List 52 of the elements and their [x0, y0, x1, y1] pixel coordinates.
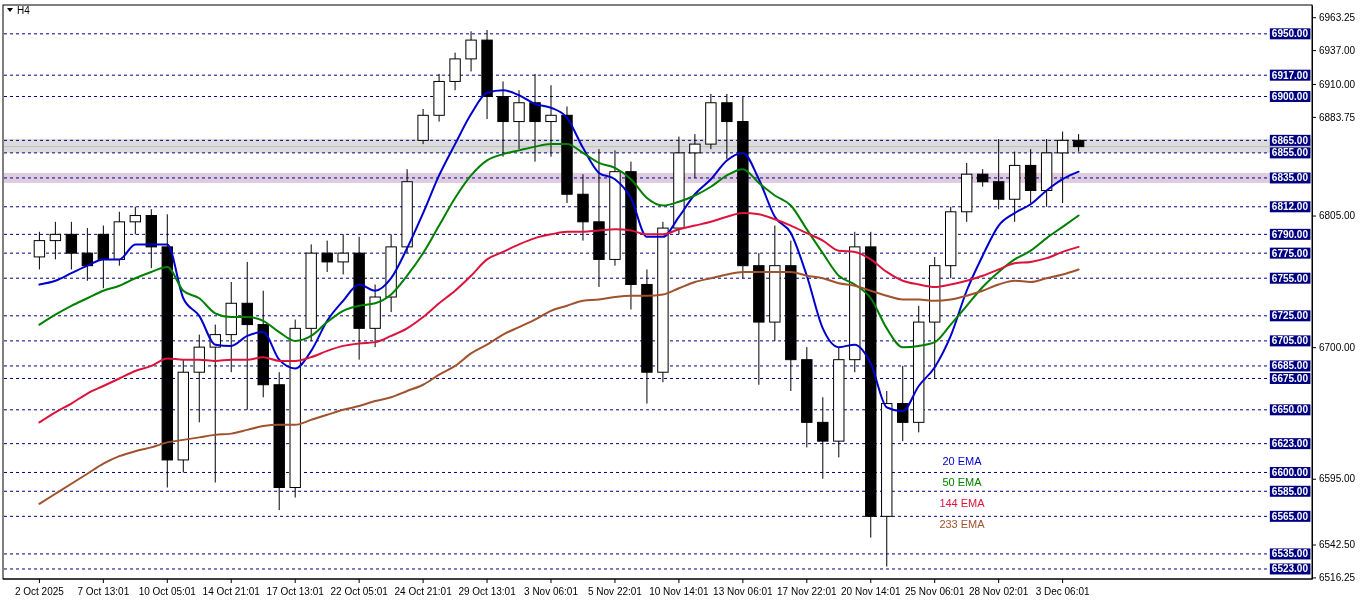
- x-tick-label: 17 Nov 22:01: [777, 586, 837, 597]
- x-tick-label: 14 Oct 21:01: [202, 586, 261, 597]
- x-tick-label: 24 Oct 21:01: [394, 586, 453, 597]
- ref-line-label: 6675.00: [1271, 372, 1309, 384]
- text: 50 EMA: [942, 476, 983, 488]
- ref-line-label: 6523.00: [1271, 563, 1309, 575]
- x-tick-label: 3 Nov 06:01: [524, 586, 579, 597]
- x-tick-label: 28 Nov 02:01: [968, 586, 1029, 597]
- x-tick-label: 29 Oct 13:01: [458, 586, 517, 597]
- y-tick-label: 6963.25: [1319, 11, 1356, 23]
- y-tick-label: 6805.00: [1319, 210, 1356, 222]
- x-tick-label: 7 Oct 13:01: [77, 586, 130, 597]
- y-tick-label: 6542.50: [1319, 539, 1356, 551]
- text: 20 EMA: [942, 455, 983, 467]
- ref-line-label: 6623.00: [1271, 438, 1309, 450]
- x-tick-label: 25 Nov 06:01: [904, 586, 965, 597]
- ref-line-label: 6600.00: [1271, 466, 1309, 478]
- ref-line-label: 6565.00: [1271, 510, 1309, 522]
- y-tick-label: 6595.00: [1319, 473, 1356, 485]
- ref-line-label: 6900.00: [1271, 90, 1309, 102]
- chart-title: H4: [17, 5, 31, 16]
- ref-line-label: 6725.00: [1271, 310, 1309, 322]
- ref-line-label: 6650.00: [1271, 404, 1309, 416]
- x-tick-label: 22 Oct 05:01: [330, 586, 389, 597]
- ref-line-label: 6950.00: [1271, 28, 1309, 40]
- x-tick-label: 5 Nov 22:01: [587, 586, 643, 597]
- ref-line-label: 6685.00: [1271, 360, 1309, 372]
- text: 233 EMA: [939, 518, 986, 530]
- x-tick-label: 10 Oct 05:01: [138, 586, 197, 597]
- ref-line-label: 6775.00: [1271, 247, 1309, 259]
- ref-line-label: 6917.00: [1271, 69, 1309, 81]
- ref-line-label: 6855.00: [1271, 147, 1309, 159]
- x-tick-label: 20 Nov 14:01: [841, 586, 901, 597]
- ref-line-label: 6755.00: [1271, 272, 1309, 284]
- x-tick-label: 17 Oct 13:01: [266, 586, 325, 597]
- x-tick-label: 13 Nov 06:01: [713, 586, 774, 597]
- x-tick-label: 3 Dec 06:01: [1035, 586, 1091, 597]
- x-tick-label: 10 Nov 14:01: [649, 586, 710, 597]
- y-tick-label: 6516.25: [1319, 572, 1356, 584]
- y-tick-label: 6910.00: [1319, 78, 1356, 90]
- y-tick-label: 6883.75: [1319, 111, 1356, 123]
- ref-line-label: 6790.00: [1271, 228, 1309, 240]
- x-tick-label: 2 Oct 2025: [14, 586, 65, 597]
- ref-line-label: 6535.00: [1271, 548, 1309, 560]
- y-tick-label: 6700.00: [1319, 341, 1356, 353]
- ref-line-label: 6865.00: [1271, 134, 1309, 146]
- ref-line-label: 6835.00: [1271, 172, 1309, 184]
- ref-line-label: 6585.00: [1271, 485, 1309, 497]
- ref-line-label: 6705.00: [1271, 335, 1309, 347]
- ref-line-label: 6812.00: [1271, 201, 1309, 213]
- y-tick-label: 6937.00: [1319, 44, 1356, 56]
- text: 144 EMA: [939, 497, 986, 509]
